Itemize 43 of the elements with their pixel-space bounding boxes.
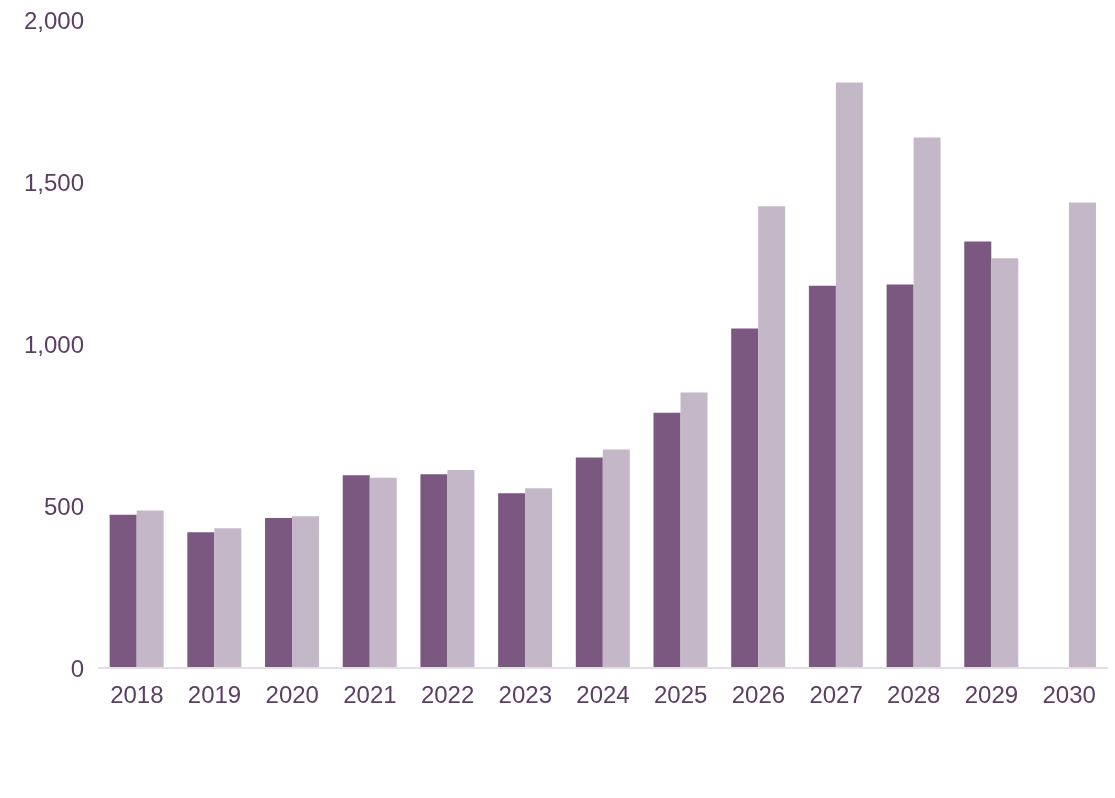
bar (835, 82, 863, 668)
x-tick-label: 2018 (110, 681, 164, 709)
bar (187, 532, 215, 668)
bar (680, 392, 708, 668)
x-tick-label: 2027 (809, 681, 863, 709)
bar (525, 488, 553, 668)
bar (292, 516, 320, 668)
bar (991, 258, 1019, 668)
x-tick-label: 2020 (265, 681, 319, 709)
x-tick-label: 2019 (187, 681, 242, 709)
bar (214, 528, 242, 668)
bar (342, 475, 370, 668)
bar (653, 412, 681, 668)
y-tick-label: 1,500 (23, 168, 84, 196)
x-tick-label: 2021 (343, 681, 397, 709)
bar (964, 241, 992, 668)
y-tick-label: 0 (70, 654, 84, 682)
y-tick-label: 2,000 (23, 6, 84, 34)
y-tick-label: 500 (43, 492, 84, 520)
bar (447, 470, 475, 668)
bar (369, 477, 397, 668)
bar (136, 510, 164, 668)
bar (913, 137, 941, 668)
x-tick-label: 2024 (576, 681, 630, 709)
x-tick-label: 2029 (964, 681, 1019, 709)
x-tick-label: 2022 (420, 681, 475, 709)
bar (265, 517, 293, 668)
y-tick-label: 1,000 (23, 330, 84, 358)
bar (602, 449, 630, 668)
x-tick-label: 2023 (498, 681, 552, 709)
bar (1068, 202, 1096, 668)
bar (731, 328, 759, 668)
bar (575, 457, 603, 668)
bar (420, 474, 448, 668)
bar (109, 514, 137, 668)
x-tick-label: 2028 (887, 681, 941, 709)
bar (758, 206, 786, 668)
bar (886, 284, 914, 668)
x-tick-label: 2025 (654, 681, 708, 709)
x-tick-label: 2026 (731, 681, 786, 709)
x-tick-label: 2030 (1042, 681, 1096, 709)
bar (808, 285, 836, 668)
bar (498, 493, 526, 668)
